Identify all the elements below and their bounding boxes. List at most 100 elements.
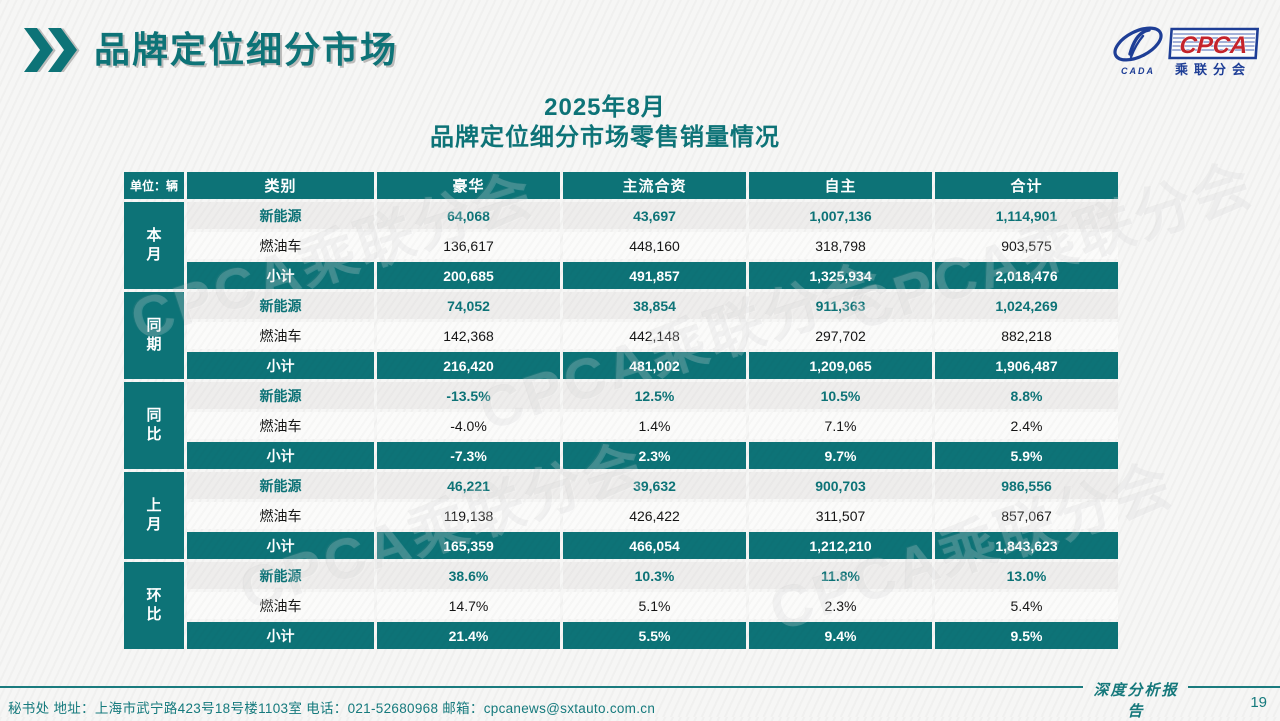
value-cell: 46,221 bbox=[377, 472, 560, 499]
row-label-cell: 小计 bbox=[187, 532, 374, 559]
value-cell: 297,702 bbox=[749, 322, 932, 349]
value-cell: 38.6% bbox=[377, 562, 560, 589]
value-cell: 1,209,065 bbox=[749, 352, 932, 379]
value-cell: 1,325,934 bbox=[749, 262, 932, 289]
value-cell: 1,114,901 bbox=[935, 202, 1118, 229]
group-label-char: 期 bbox=[146, 335, 162, 353]
group-label-char: 本 bbox=[146, 226, 162, 244]
row-label-cell: 小计 bbox=[187, 442, 374, 469]
value-cell: 5.1% bbox=[563, 592, 746, 619]
footer-divider-right bbox=[1188, 686, 1280, 688]
cpca-box: CPCA bbox=[1168, 27, 1260, 59]
value-cell: -4.0% bbox=[377, 412, 560, 439]
value-cell: 1,024,269 bbox=[935, 292, 1118, 319]
header-row: 单位：辆 类别 豪华 主流合资 自主 合计 bbox=[124, 172, 1118, 199]
table-row: 燃油车 14.7% 5.1% 2.3% 5.4% bbox=[124, 592, 1118, 619]
value-cell: 5.4% bbox=[935, 592, 1118, 619]
cpca-logo: CADA CPCA 乘联分会 bbox=[1113, 26, 1260, 77]
value-cell: 11.8% bbox=[749, 562, 932, 589]
value-cell: 1.4% bbox=[563, 412, 746, 439]
value-cell: 142,368 bbox=[377, 322, 560, 349]
group-label-cell: 同比 bbox=[124, 382, 184, 469]
svg-text:乘联分会: 乘联分会 bbox=[1174, 62, 1251, 77]
group-label-char: 同 bbox=[146, 316, 162, 334]
value-cell: 74,052 bbox=[377, 292, 560, 319]
value-cell: 986,556 bbox=[935, 472, 1118, 499]
value-cell: 491,857 bbox=[563, 262, 746, 289]
row-label-cell: 新能源 bbox=[187, 202, 374, 229]
table-row: 燃油车 119,138 426,422 311,507 857,067 bbox=[124, 502, 1118, 529]
value-cell: 21.4% bbox=[377, 622, 560, 649]
table-row: 同期新能源 74,052 38,854 911,363 1,024,269 bbox=[124, 292, 1118, 379]
value-cell: 466,054 bbox=[563, 532, 746, 559]
sales-table: 单位：辆 类别 豪华 主流合资 自主 合计本月新能源 64,068 43,697 1,007,1… bbox=[121, 169, 1121, 652]
row-label-cell: 小计 bbox=[187, 352, 374, 379]
value-cell: 311,507 bbox=[749, 502, 932, 529]
table-row: 小计 21.4% 5.5% 9.4% 9.5% bbox=[124, 622, 1118, 649]
table-row: 上月新能源 46,221 39,632 900,703 986,556 bbox=[124, 472, 1118, 559]
value-cell: 39,632 bbox=[563, 472, 746, 499]
table-row: 小计 216,420 481,002 1,209,065 1,906,487 bbox=[124, 352, 1118, 379]
table-header: 单位：辆 类别 豪华 主流合资 自主 合计 bbox=[124, 172, 1118, 199]
table-row: 小计 165,359 466,054 1,212,210 1,843,623 bbox=[124, 532, 1118, 559]
table-row: 燃油车 136,617 448,160 318,798 903,575 bbox=[124, 232, 1118, 259]
table-row: 小计 -7.3% 2.3% 9.7% 5.9% bbox=[124, 442, 1118, 469]
value-cell: -7.3% bbox=[377, 442, 560, 469]
column-header: 类别 bbox=[187, 172, 374, 199]
row-label-cell: 燃油车 bbox=[187, 322, 374, 349]
value-cell: 2.4% bbox=[935, 412, 1118, 439]
row-label-cell: 燃油车 bbox=[187, 412, 374, 439]
group-label-cell: 本月 bbox=[124, 202, 184, 289]
row-label-cell: 新能源 bbox=[187, 472, 374, 499]
table-row: 环比新能源 38.6% 10.3% 11.8% 13.0% bbox=[124, 562, 1118, 649]
row-label-cell: 新能源 bbox=[187, 382, 374, 409]
footer-divider bbox=[0, 686, 1083, 688]
cada-emblem-icon: CADA bbox=[1113, 26, 1163, 76]
report-date: 2025年8月 bbox=[544, 94, 666, 121]
value-cell: 2.3% bbox=[749, 592, 932, 619]
value-cell: 900,703 bbox=[749, 472, 932, 499]
value-cell: 119,138 bbox=[377, 502, 560, 529]
value-cell: 165,359 bbox=[377, 532, 560, 559]
group-label-char: 比 bbox=[146, 425, 162, 443]
value-cell: 442,148 bbox=[563, 322, 746, 349]
table-row: 同比新能源 -13.5% 12.5% 10.5% 8.8% bbox=[124, 382, 1118, 469]
row-label-cell: 燃油车 bbox=[187, 502, 374, 529]
value-cell: 13.0% bbox=[935, 562, 1118, 589]
footer-contact-info: 秘书处 地址：上海市武宁路423号18号楼1103室 电话：021-526809… bbox=[8, 701, 656, 716]
value-cell: 1,212,210 bbox=[749, 532, 932, 559]
svg-text:CPCA: CPCA bbox=[1179, 32, 1249, 59]
value-cell: -13.5% bbox=[377, 382, 560, 409]
column-header: 主流合资 bbox=[563, 172, 746, 199]
row-label-cell: 新能源 bbox=[187, 292, 374, 319]
page-number: 19 bbox=[1250, 694, 1267, 711]
value-cell: 10.5% bbox=[749, 382, 932, 409]
value-cell: 200,685 bbox=[377, 262, 560, 289]
table-row: 本月新能源 64,068 43,697 1,007,136 1,114,901 bbox=[124, 202, 1118, 289]
group-label-char: 同 bbox=[146, 406, 162, 424]
group-label-cell: 上月 bbox=[124, 472, 184, 559]
group-label-cell: 同期 bbox=[124, 292, 184, 379]
value-cell: 38,854 bbox=[563, 292, 746, 319]
value-cell: 12.5% bbox=[563, 382, 746, 409]
page-header: 品牌定位细分市场 bbox=[24, 28, 398, 72]
table-row: 小计 200,685 491,857 1,325,934 2,018,476 bbox=[124, 262, 1118, 289]
value-cell: 7.1% bbox=[749, 412, 932, 439]
value-cell: 64,068 bbox=[377, 202, 560, 229]
row-label-cell: 小计 bbox=[187, 262, 374, 289]
row-label-cell: 小计 bbox=[187, 622, 374, 649]
report-heading: 2025年8月 品牌定位细分市场零售销量情况 bbox=[105, 93, 1105, 153]
row-label-cell: 燃油车 bbox=[187, 592, 374, 619]
report-subtitle: 品牌定位细分市场零售销量情况 bbox=[430, 124, 780, 151]
sales-table-wrap: 单位：辆 类别 豪华 主流合资 自主 合计本月新能源 64,068 43,697 1,007,1… bbox=[121, 169, 1121, 652]
value-cell: 136,617 bbox=[377, 232, 560, 259]
value-cell: 911,363 bbox=[749, 292, 932, 319]
value-cell: 2.3% bbox=[563, 442, 746, 469]
value-cell: 10.3% bbox=[563, 562, 746, 589]
group-label-char: 上 bbox=[146, 496, 162, 514]
value-cell: 2,018,476 bbox=[935, 262, 1118, 289]
value-cell: 1,843,623 bbox=[935, 532, 1118, 559]
report-type-label: 深度分析报告 bbox=[1093, 681, 1179, 720]
value-cell: 318,798 bbox=[749, 232, 932, 259]
value-cell: 903,575 bbox=[935, 232, 1118, 259]
